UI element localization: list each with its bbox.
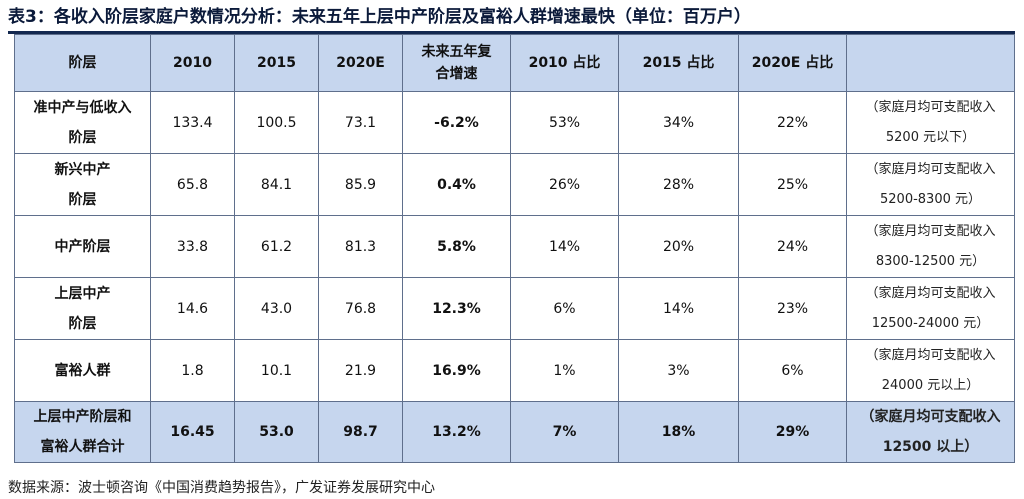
cell-2015: 84.1 xyxy=(234,153,319,216)
cell-share-2010: 26% xyxy=(510,153,619,216)
cell-share-2015: 3% xyxy=(618,339,739,402)
cell-share-2020e: 25% xyxy=(738,153,847,216)
header-2015: 2015 xyxy=(234,34,319,92)
cell-share-2020e: 6% xyxy=(738,339,847,402)
total-2010: 16.45 xyxy=(150,401,235,463)
cell-share-2020e: 22% xyxy=(738,91,847,154)
cell-2010: 1.8 xyxy=(150,339,235,402)
cell-cagr: 0.4% xyxy=(402,153,511,216)
table-row: 准中产与低收入 阶层 133.4 100.5 73.1 -6.2% 53% 34% 22% （家庭… xyxy=(14,91,1015,154)
header-share-2020e: 2020E 占比 xyxy=(738,34,847,92)
total-2015: 53.0 xyxy=(234,401,319,463)
row-label: 新兴中产 阶层 xyxy=(14,153,151,216)
header-tier: 阶层 xyxy=(14,34,151,92)
total-note: （家庭月均可支配收入 12500 以上） xyxy=(846,401,1015,463)
household-income-table: 阶层 2010 2015 2020E 未来五年复 合增速 2010 占比 201… xyxy=(14,34,1015,463)
header-note xyxy=(846,34,1015,92)
header-row: 阶层 2010 2015 2020E 未来五年复 合增速 2010 占比 201… xyxy=(14,34,1015,92)
cell-cagr: 16.9% xyxy=(402,339,511,402)
total-cagr: 13.2% xyxy=(402,401,511,463)
cell-income-note: （家庭月均可支配收入 5200-8300 元） xyxy=(846,153,1015,216)
cell-share-2010: 1% xyxy=(510,339,619,402)
header-2010: 2010 xyxy=(150,34,235,92)
cell-share-2015: 14% xyxy=(618,277,739,340)
cell-cagr: 5.8% xyxy=(402,215,511,278)
cell-share-2010: 6% xyxy=(510,277,619,340)
cell-2015: 43.0 xyxy=(234,277,319,340)
total-share-2010: 7% xyxy=(510,401,619,463)
cell-2015: 61.2 xyxy=(234,215,319,278)
cell-2020e: 85.9 xyxy=(318,153,403,216)
cell-share-2010: 14% xyxy=(510,215,619,278)
cell-2010: 65.8 xyxy=(150,153,235,216)
cell-income-note: （家庭月均可支配收入 8300-12500 元） xyxy=(846,215,1015,278)
cell-share-2015: 28% xyxy=(618,153,739,216)
cell-income-note: （家庭月均可支配收入 24000 元以上） xyxy=(846,339,1015,402)
cell-2015: 10.1 xyxy=(234,339,319,402)
source-note: 数据来源：波士顿咨询《中国消费趋势报告》，广发证券发展研究中心 xyxy=(8,480,435,496)
row-label: 准中产与低收入 阶层 xyxy=(14,91,151,154)
cell-2010: 133.4 xyxy=(150,91,235,154)
total-row: 上层中产阶层和 富裕人群合计 16.45 53.0 98.7 13.2% 7% … xyxy=(14,401,1015,463)
cell-2010: 33.8 xyxy=(150,215,235,278)
table-row: 新兴中产 阶层 65.8 84.1 85.9 0.4% 26% 28% 25% （家庭月均可支配收… xyxy=(14,153,1015,216)
row-label: 中产阶层 xyxy=(14,215,151,278)
total-share-2015: 18% xyxy=(618,401,739,463)
row-label: 富裕人群 xyxy=(14,339,151,402)
cell-2020e: 73.1 xyxy=(318,91,403,154)
header-share-2010: 2010 占比 xyxy=(510,34,619,92)
row-label: 上层中产 阶层 xyxy=(14,277,151,340)
table-row: 上层中产 阶层 14.6 43.0 76.8 12.3% 6% 14% 23% （家庭月均可支配收… xyxy=(14,277,1015,340)
cell-share-2015: 34% xyxy=(618,91,739,154)
cell-share-2015: 20% xyxy=(618,215,739,278)
table-title: 表3：各收入阶层家庭户数情况分析：未来五年上层中产阶层及富裕人群增速最快（单位：… xyxy=(8,7,751,27)
cell-2020e: 81.3 xyxy=(318,215,403,278)
cell-cagr: -6.2% xyxy=(402,91,511,154)
title-rule xyxy=(8,31,1015,34)
cell-cagr: 12.3% xyxy=(402,277,511,340)
cell-2020e: 76.8 xyxy=(318,277,403,340)
total-share-2020e: 29% xyxy=(738,401,847,463)
cell-share-2020e: 24% xyxy=(738,215,847,278)
header-cagr: 未来五年复 合增速 xyxy=(402,34,511,92)
header-2020e: 2020E xyxy=(318,34,403,92)
table-row: 富裕人群 1.8 10.1 21.9 16.9% 1% 3% 6% （家庭月均可支配收入 2400… xyxy=(14,339,1015,402)
cell-income-note: （家庭月均可支配收入 5200 元以下） xyxy=(846,91,1015,154)
table-row: 中产阶层 33.8 61.2 81.3 5.8% 14% 20% 24% （家庭月均可支配收入 8… xyxy=(14,215,1015,278)
cell-2020e: 21.9 xyxy=(318,339,403,402)
cell-2010: 14.6 xyxy=(150,277,235,340)
cell-2015: 100.5 xyxy=(234,91,319,154)
cell-income-note: （家庭月均可支配收入 12500-24000 元） xyxy=(846,277,1015,340)
total-2020e: 98.7 xyxy=(318,401,403,463)
header-share-2015: 2015 占比 xyxy=(618,34,739,92)
cell-share-2010: 53% xyxy=(510,91,619,154)
cell-share-2020e: 23% xyxy=(738,277,847,340)
total-label: 上层中产阶层和 富裕人群合计 xyxy=(14,401,151,463)
